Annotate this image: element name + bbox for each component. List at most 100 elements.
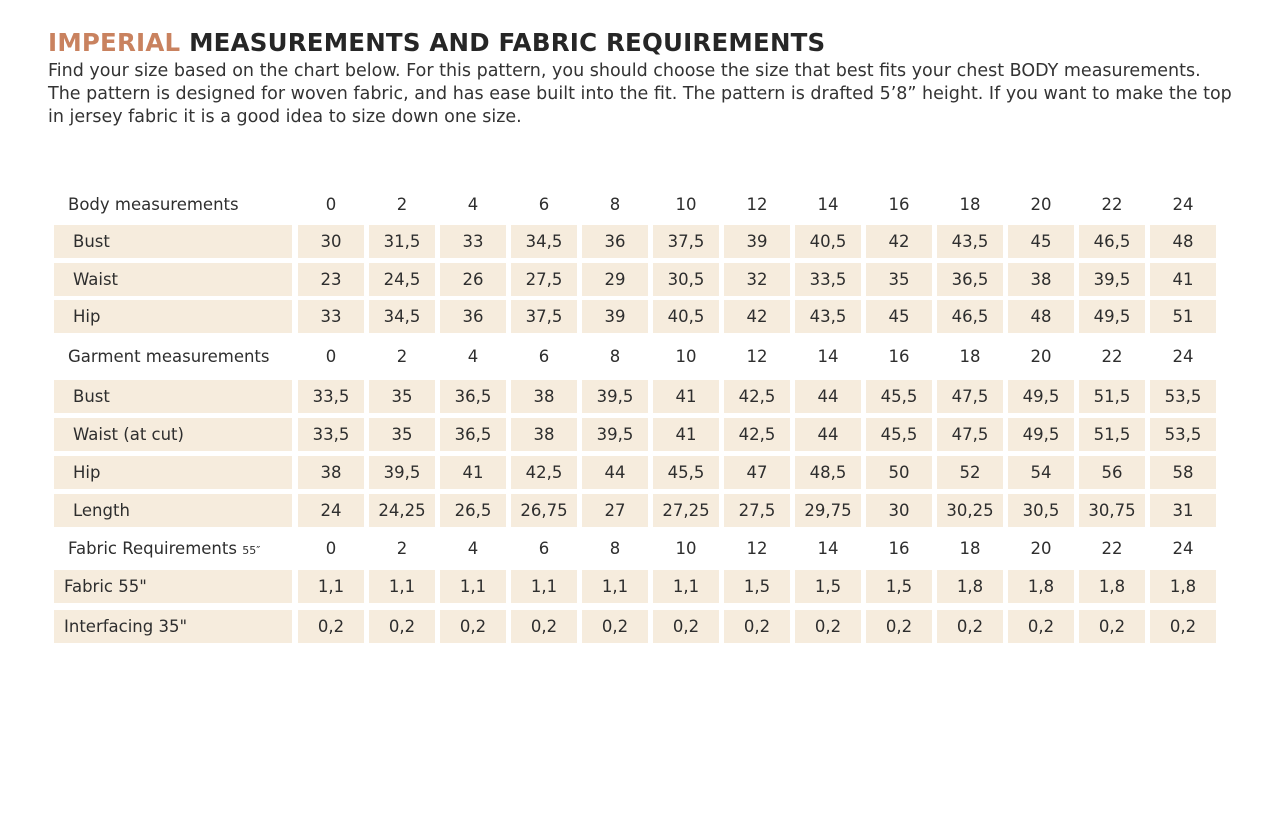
table-cell: 44 [795,380,861,413]
table-cell: 16 [888,347,910,366]
table-cell: 38 [511,418,577,451]
table-cell: 0 [325,347,337,366]
table-cell: 44 [795,418,861,451]
table-cell: 33,5 [298,418,364,451]
table-cell: 1,8 [1150,570,1216,603]
table-cell: 14 [817,539,839,558]
table-cell: 1,5 [724,570,790,603]
table-cell: 30,25 [937,494,1003,527]
table-cell: 1,1 [653,570,719,603]
table-cell: 27,25 [653,494,719,527]
table-cell: 49,5 [1008,418,1074,451]
table-cell: 26 [440,263,506,296]
table-row: Bust 33,5 35 36,5 38 39,5 41 42,5 44 45,5 47,5 49,5… [54,380,1216,413]
row-label: Hip [54,456,292,489]
title-accent: IMPERIAL [48,28,181,57]
table-cell: 1,8 [937,570,1003,603]
table-cell: 12 [746,539,768,558]
table-cell: 42,5 [511,456,577,489]
table-cell: 24 [1172,195,1194,214]
table-cell: 10 [675,195,697,214]
table-cell: 22 [1101,347,1123,366]
table-cell: 42,5 [724,418,790,451]
table-cell: 1,1 [440,570,506,603]
table-cell: 35 [369,418,435,451]
table-cell: 46,5 [1079,225,1145,258]
table-cell: 45 [1008,225,1074,258]
table-cell: 36,5 [440,418,506,451]
table-cell: 42,5 [724,380,790,413]
row-label: Hip [54,300,292,333]
table-cell: 0,2 [369,610,435,643]
table-cell: 47,5 [937,418,1003,451]
section-header-label: Body measurements [54,188,292,221]
table-cell: 22 [1101,539,1123,558]
table-cell: 35 [369,380,435,413]
table-cell: 51,5 [1079,380,1145,413]
table-cell: 37,5 [653,225,719,258]
row-label: Interfacing 35" [54,610,292,643]
table-cell: 41 [440,456,506,489]
table-cell: 45 [866,300,932,333]
table-cell: 29 [582,263,648,296]
table-cell: 30,5 [653,263,719,296]
section-header-text: Fabric Requirements [68,539,237,558]
table-cell: 51 [1150,300,1216,333]
table-cell: 33 [298,300,364,333]
table-cell: 0,2 [724,610,790,643]
table-cell: 44 [582,456,648,489]
table-row: Interfacing 35" 0,2 0,2 0,2 0,2 0,2 0,2 0,2 0,2 0… [54,610,1216,643]
table-cell: 39,5 [582,418,648,451]
table-cell: 34,5 [511,225,577,258]
table-cell: 0,2 [582,610,648,643]
table-cell: 1,8 [1079,570,1145,603]
table-cell: 20 [1030,195,1052,214]
table-cell: 8 [609,347,621,366]
table-cell: 14 [817,347,839,366]
table-cell: 48 [1150,225,1216,258]
table-cell: 35 [866,263,932,296]
table-cell: 18 [959,347,981,366]
table-cell: 30,5 [1008,494,1074,527]
table-cell: 0,2 [1150,610,1216,643]
table-cell: 56 [1079,456,1145,489]
table-cell: 48 [1008,300,1074,333]
table-cell: 0,2 [298,610,364,643]
table-cell: 41 [653,380,719,413]
table-cell: 2 [396,195,408,214]
table-cell: 39,5 [582,380,648,413]
table-cell: 24 [298,494,364,527]
table-cell: 14 [817,195,839,214]
section-header-text: Body measurements [68,195,239,214]
table-cell: 33 [440,225,506,258]
table-cell: 24,25 [369,494,435,527]
intro-text: Find your size based on the chart below.… [48,60,1248,129]
table-cell: 0,2 [795,610,861,643]
table-cell: 0,2 [1008,610,1074,643]
table-cell: 6 [538,347,550,366]
table-cell: 10 [675,539,697,558]
table-cell: 49,5 [1079,300,1145,333]
table-cell: 20 [1030,347,1052,366]
table-cell: 4 [467,539,479,558]
row-label: Waist (at cut) [54,418,292,451]
table-cell: 37,5 [511,300,577,333]
table-cell: 41 [653,418,719,451]
table-cell: 50 [866,456,932,489]
table-cell: 47,5 [937,380,1003,413]
table-cell: 39,5 [369,456,435,489]
table-cell: 0 [325,539,337,558]
table-cell: 49,5 [1008,380,1074,413]
table-cell: 45,5 [866,380,932,413]
table-cell: 27 [582,494,648,527]
table-cell: 4 [467,195,479,214]
table-row: Length 24 24,25 26,5 26,75 27 27,25 27,5 29,75 30… [54,494,1216,527]
table-cell: 54 [1008,456,1074,489]
table-cell: 33,5 [298,380,364,413]
table-cell: 2 [396,347,408,366]
section-header-row: Fabric Requirements 55″ 0 2 4 6 8 10 12 14 16 18 20… [54,532,1216,565]
row-label: Waist [54,263,292,296]
table-cell: 30,75 [1079,494,1145,527]
table-cell: 41 [1150,263,1216,296]
table-row: Fabric 55" 1,1 1,1 1,1 1,1 1,1 1,1 1,5 1,5 1,5 1,8… [54,570,1216,603]
